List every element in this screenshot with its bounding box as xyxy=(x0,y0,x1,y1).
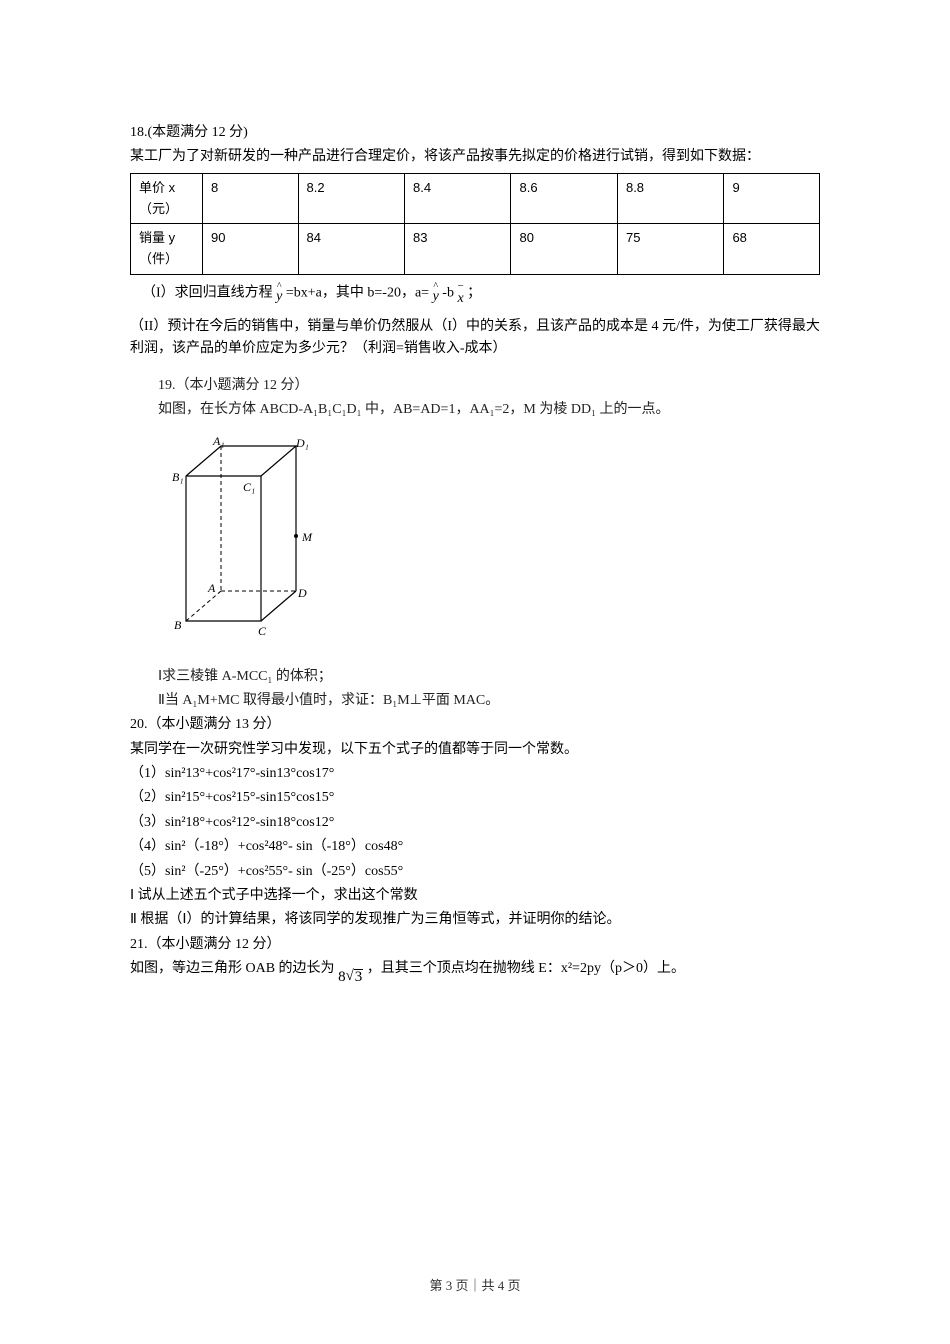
table-cell-label: 销量 y（件） xyxy=(131,224,203,275)
sqrt-expr: 8 √3 xyxy=(338,969,363,985)
table-cell: 8 xyxy=(203,173,299,224)
fig-label-A1: A₁ xyxy=(213,432,225,451)
fig-label-C: C xyxy=(258,622,266,641)
q19-part2: Ⅱ当 A₁M+MC 取得最小值时，求证：B₁M⊥平面 MAC。 xyxy=(130,690,820,712)
q18-part1: （I）求回归直线方程 ^ y =bx+a，其中 b=-20，a= ^ y -b … xyxy=(130,281,820,306)
q19-intro: 如图，在长方体 ABCD-A₁B₁C₁D₁ 中，AB=AD=1，AA₁=2，M … xyxy=(130,399,820,421)
q18-p1-mid: =bx+a，其中 b=-20，a= xyxy=(286,286,433,301)
fig-label-B1: B₁ xyxy=(172,468,184,487)
q18-p1-end: ； xyxy=(467,286,481,301)
yhat-symbol2: ^ y xyxy=(433,282,439,304)
fig-label-M: M xyxy=(302,528,312,547)
q20-part2: Ⅱ 根据（Ⅰ）的计算结果，将该同学的发现推广为三角恒等式，并证明你的结论。 xyxy=(130,909,820,931)
table-cell: 8.8 xyxy=(617,173,723,224)
xbar-symbol: − x xyxy=(457,281,463,306)
q20-item4: （4）sin²（-18°）+cos²48°- sin（-18°）cos48° xyxy=(130,836,820,858)
q19-heading: 19.（本小题满分 12 分） xyxy=(130,375,820,397)
q21-pre: 如图，等边三角形 OAB 的边长为 xyxy=(130,961,335,976)
table-cell: 83 xyxy=(405,224,511,275)
q21-heading: 21.（本小题满分 12 分） xyxy=(130,934,820,956)
fig-label-D1: D₁ xyxy=(296,434,309,453)
coef: 8 xyxy=(338,970,346,985)
q18-part2: （II）预计在今后的销售中，销量与单价仍然服从（I）中的关系，且该产品的成本是 … xyxy=(130,316,820,361)
table-cell: 8.2 xyxy=(298,173,404,224)
table-cell: 75 xyxy=(617,224,723,275)
q20-item5: （5）sin²（-25°）+cos²55°- sin（-25°）cos55° xyxy=(130,861,820,883)
page-content: 18.(本题满分 12 分) 某工厂为了对新研发的一种产品进行合理定价，将该产品… xyxy=(0,0,950,981)
fig-label-B: B xyxy=(174,616,181,635)
q20-part1: Ⅰ 试从上述五个式子中选择一个，求出这个常数 xyxy=(130,885,820,907)
table-cell: 90 xyxy=(203,224,299,275)
radical-icon: √3 xyxy=(346,969,364,985)
table-cell: 68 xyxy=(724,224,820,275)
q19-figure: A₁ D₁ B₁ C₁ M A D B C xyxy=(166,436,326,636)
q19-block: 19.（本小题满分 12 分） 如图，在长方体 ABCD-A₁B₁C₁D₁ 中，… xyxy=(130,375,820,713)
table-row: 销量 y（件） 90 84 83 80 75 68 xyxy=(131,224,820,275)
page-footer: 第 3 页｜共 4 页 xyxy=(0,1275,950,1294)
q20-heading: 20.（本小题满分 13 分） xyxy=(130,714,820,736)
q18-intro: 某工厂为了对新研发的一种产品进行合理定价，将该产品按事先拟定的价格进行试销，得到… xyxy=(130,146,820,168)
q20-item3: （3）sin²18°+cos²12°-sin18°cos12° xyxy=(130,812,820,834)
table-row: 单价 x（元） 8 8.2 8.4 8.6 8.8 9 xyxy=(131,173,820,224)
table-cell: 8.4 xyxy=(405,173,511,224)
fig-label-C1: C₁ xyxy=(243,478,255,497)
fig-label-A: A xyxy=(208,579,215,598)
q18-heading: 18.(本题满分 12 分) xyxy=(130,122,820,144)
q20-item1: （1）sin²13°+cos²17°-sin13°cos17° xyxy=(130,763,820,785)
q20-intro: 某同学在一次研究性学习中发现，以下五个式子的值都等于同一个常数。 xyxy=(130,739,820,761)
table-cell-label: 单价 x（元） xyxy=(131,173,203,224)
q21-post: ，且其三个顶点均在抛物线 E：x²=2py（p＞0）上。 xyxy=(367,961,685,976)
q18-p1-pre: （I）求回归直线方程 xyxy=(142,286,276,301)
q21-intro: 如图，等边三角形 OAB 的边长为 8 √3 ，且其三个顶点均在抛物线 E：x²… xyxy=(130,958,820,980)
q18-p1-mid2: -b xyxy=(442,286,454,301)
table-cell: 80 xyxy=(511,224,617,275)
q20-item2: （2）sin²15°+cos²15°-sin15°cos15° xyxy=(130,787,820,809)
fig-label-D: D xyxy=(298,584,307,603)
table-cell: 8.6 xyxy=(511,173,617,224)
table-cell: 9 xyxy=(724,173,820,224)
yhat-symbol: ^ y xyxy=(276,282,282,304)
table-cell: 84 xyxy=(298,224,404,275)
q18-table: 单价 x（元） 8 8.2 8.4 8.6 8.8 9 销量 y（件） 90 8… xyxy=(130,173,820,275)
q19-part1: Ⅰ求三棱锥 A-MCC₁ 的体积； xyxy=(130,666,820,688)
